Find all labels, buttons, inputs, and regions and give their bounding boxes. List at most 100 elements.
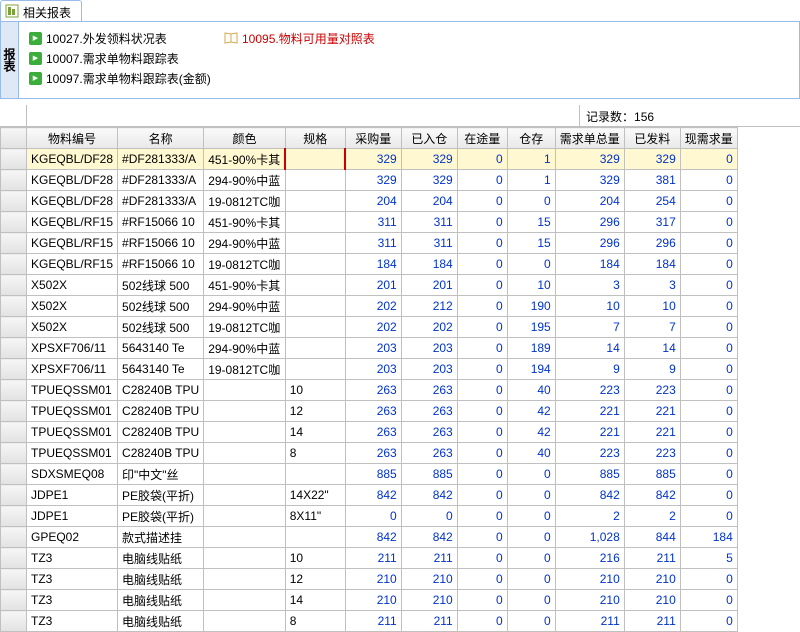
table-row[interactable]: X502X502线球 50019-0812TC咖2022020195770 xyxy=(1,317,738,338)
cell-c5: 210 xyxy=(345,590,401,611)
cell-code: KGEQBL/DF28 xyxy=(27,170,118,191)
cell-c10: 221 xyxy=(624,422,680,443)
table-row[interactable]: KGEQBL/DF28#DF281333/A19-0812TC咖20420400… xyxy=(1,191,738,212)
cell-c10: 3 xyxy=(624,275,680,296)
cell-c5: 211 xyxy=(345,611,401,632)
report-icon xyxy=(5,4,19,18)
cell-c10: 254 xyxy=(624,191,680,212)
cell-c7: 0 xyxy=(457,611,507,632)
cell-name: 502线球 500 xyxy=(118,275,204,296)
table-row[interactable]: XPSXF706/115643140 Te19-0812TC咖203203019… xyxy=(1,359,738,380)
col-c7[interactable]: 在途量 xyxy=(457,128,507,149)
col-spec[interactable]: 规格 xyxy=(285,128,345,149)
cell-color: 19-0812TC咖 xyxy=(204,254,286,275)
table-row[interactable]: TPUEQSSM01C28240B TPU102632630402232230 xyxy=(1,380,738,401)
grid-header-row: 物料编号名称颜色规格采购量已入仓在途量仓存需求单总量已发料现需求量 xyxy=(1,128,738,149)
table-row[interactable]: TPUEQSSM01C28240B TPU142632630422212210 xyxy=(1,422,738,443)
report-links-panel: 报表 10027.外发领料状况表 10007.需求单物料跟踪表 10097.需求单物… xyxy=(0,22,800,99)
cell-c5: 842 xyxy=(345,485,401,506)
col-c8[interactable]: 仓存 xyxy=(507,128,555,149)
cell-code: XPSXF706/11 xyxy=(27,338,118,359)
panel-title: 报表 xyxy=(1,22,19,98)
table-row[interactable]: TZ3电脑线贴纸14210210002102100 xyxy=(1,590,738,611)
table-row[interactable]: TZ3电脑线贴纸8211211002112110 xyxy=(1,611,738,632)
cell-color xyxy=(204,401,286,422)
cell-c7: 0 xyxy=(457,212,507,233)
report-link[interactable]: 10097.需求单物料跟踪表(金额) xyxy=(29,68,224,88)
cell-code: TPUEQSSM01 xyxy=(27,422,118,443)
table-row[interactable]: TZ3电脑线贴纸10211211002162115 xyxy=(1,548,738,569)
cell-c5: 263 xyxy=(345,401,401,422)
table-row[interactable]: TPUEQSSM01C28240B TPU82632630402232230 xyxy=(1,443,738,464)
table-row[interactable]: JDPE1PE胶袋(平折)14X22"842842008428420 xyxy=(1,485,738,506)
cell-c8: 42 xyxy=(507,422,555,443)
col-c5[interactable]: 采购量 xyxy=(345,128,401,149)
cell-c7: 0 xyxy=(457,569,507,590)
cell-c6: 212 xyxy=(401,296,457,317)
table-row[interactable]: KGEQBL/DF28#DF281333/A294-90%中蓝329329013… xyxy=(1,170,738,191)
table-row[interactable]: X502X502线球 500451-90%卡其201201010330 xyxy=(1,275,738,296)
report-link[interactable]: 10007.需求单物料跟踪表 xyxy=(29,48,224,68)
tab-strip: 相关报表 xyxy=(0,0,800,22)
report-link-label: 10097.需求单物料跟踪表(金额) xyxy=(46,70,211,87)
table-row[interactable]: TPUEQSSM01C28240B TPU122632630422212210 xyxy=(1,401,738,422)
cell-name: 款式描述挂 xyxy=(118,527,204,548)
table-row[interactable]: TZ3电脑线贴纸12210210002102100 xyxy=(1,569,738,590)
report-link[interactable]: 10095.物料可用量对照表 xyxy=(224,28,419,48)
cell-code: JDPE1 xyxy=(27,485,118,506)
cell-c7: 0 xyxy=(457,527,507,548)
cell-c8: 0 xyxy=(507,506,555,527)
col-color[interactable]: 颜色 xyxy=(204,128,286,149)
table-row[interactable]: KGEQBL/DF28#DF281333/A451-90%卡其329329013… xyxy=(1,149,738,170)
cell-c8: 0 xyxy=(507,548,555,569)
cell-spec xyxy=(285,191,345,212)
report-link-label: 10007.需求单物料跟踪表 xyxy=(46,50,179,67)
cell-c9: 14 xyxy=(555,338,624,359)
record-bar-spacer xyxy=(27,105,580,126)
cell-code: TZ3 xyxy=(27,569,118,590)
cell-c11: 5 xyxy=(680,548,737,569)
table-row[interactable]: KGEQBL/RF15#RF15066 1019-0812TC咖18418400… xyxy=(1,254,738,275)
table-row[interactable]: XPSXF706/115643140 Te294-90%中蓝2032030189… xyxy=(1,338,738,359)
cell-name: PE胶袋(平折) xyxy=(118,485,204,506)
col-code[interactable]: 物料编号 xyxy=(27,128,118,149)
cell-c7: 0 xyxy=(457,296,507,317)
cell-name: C28240B TPU xyxy=(118,401,204,422)
cell-code: GPEQ02 xyxy=(27,527,118,548)
cell-c9: 329 xyxy=(555,170,624,191)
table-row[interactable]: X502X502线球 500294-90%中蓝202212019010100 xyxy=(1,296,738,317)
cell-c9: 216 xyxy=(555,548,624,569)
cell-spec xyxy=(285,338,345,359)
cell-c5: 201 xyxy=(345,275,401,296)
table-row[interactable]: KGEQBL/RF15#RF15066 10294-90%中蓝311311015… xyxy=(1,233,738,254)
table-row[interactable]: KGEQBL/RF15#RF15066 10451-90%卡其311311015… xyxy=(1,212,738,233)
cell-color: 451-90%卡其 xyxy=(204,212,286,233)
col-name[interactable]: 名称 xyxy=(118,128,204,149)
cell-code: KGEQBL/RF15 xyxy=(27,233,118,254)
cell-c6: 211 xyxy=(401,548,457,569)
cell-c10: 2 xyxy=(624,506,680,527)
cell-spec: 14 xyxy=(285,422,345,443)
tab-related-reports[interactable]: 相关报表 xyxy=(0,0,82,21)
col-c9[interactable]: 需求单总量 xyxy=(555,128,624,149)
cell-c10: 184 xyxy=(624,254,680,275)
cell-c11: 0 xyxy=(680,275,737,296)
table-row[interactable]: JDPE1PE胶袋(平折)8X11"0000220 xyxy=(1,506,738,527)
col-c6[interactable]: 已入仓 xyxy=(401,128,457,149)
cell-color: 294-90%中蓝 xyxy=(204,296,286,317)
cell-c9: 1,028 xyxy=(555,527,624,548)
cell-color: 294-90%中蓝 xyxy=(204,233,286,254)
cell-c9: 223 xyxy=(555,380,624,401)
col-c11[interactable]: 现需求量 xyxy=(680,128,737,149)
cell-name: 5643140 Te xyxy=(118,338,204,359)
cell-c9: 329 xyxy=(555,149,624,170)
data-grid[interactable]: 物料编号名称颜色规格采购量已入仓在途量仓存需求单总量已发料现需求量 KGEQBL… xyxy=(0,127,738,632)
table-row[interactable]: GPEQ02款式描述挂842842001,028844184 xyxy=(1,527,738,548)
cell-c5: 210 xyxy=(345,569,401,590)
cell-c7: 0 xyxy=(457,380,507,401)
cell-c6: 263 xyxy=(401,422,457,443)
report-link[interactable]: 10027.外发领料状况表 xyxy=(29,28,224,48)
table-row[interactable]: SDXSMEQ08印"中文"丝885885008858850 xyxy=(1,464,738,485)
col-c10[interactable]: 已发料 xyxy=(624,128,680,149)
cell-c7: 0 xyxy=(457,338,507,359)
